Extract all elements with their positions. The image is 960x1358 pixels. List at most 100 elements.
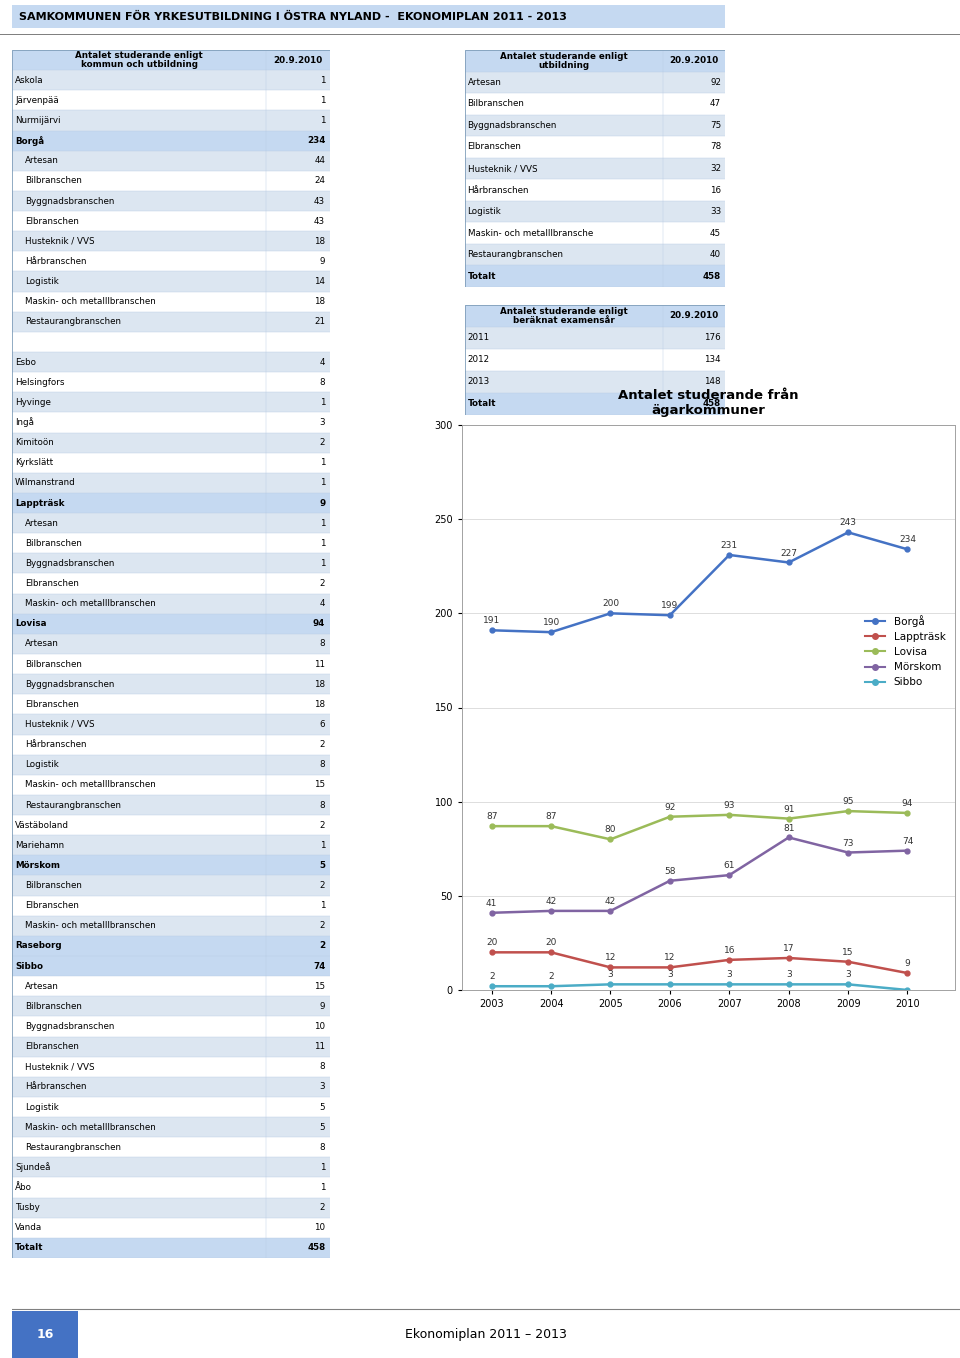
Text: Totalt: Totalt — [15, 1244, 44, 1252]
Text: Nurmijärvi: Nurmijärvi — [15, 115, 60, 125]
Text: 191: 191 — [483, 617, 500, 625]
Text: 2011: 2011 — [468, 334, 490, 342]
Text: Hyvinge: Hyvinge — [15, 398, 51, 407]
Borgå — [605, 606, 616, 622]
Text: 8: 8 — [320, 378, 325, 387]
Bar — [12, 493, 330, 513]
Text: 91: 91 — [783, 805, 795, 813]
Text: Lovisa: Lovisa — [15, 619, 47, 629]
Text: 75: 75 — [709, 121, 721, 130]
Text: Artesan: Artesan — [25, 640, 59, 648]
Text: 8: 8 — [320, 800, 325, 809]
Bar — [12, 956, 330, 976]
Text: 74: 74 — [313, 961, 325, 971]
Bar — [465, 94, 725, 114]
Text: SAMKOMMUNEN FÖR YRKESUTBILDNING I ÖSTRA NYLAND -  EKONOMIPLAN 2011 - 2013: SAMKOMMUNEN FÖR YRKESUTBILDNING I ÖSTRA … — [19, 11, 567, 22]
Text: 5: 5 — [320, 1123, 325, 1131]
Text: Bilbranschen: Bilbranschen — [468, 99, 524, 109]
Text: 1: 1 — [320, 519, 325, 528]
Text: 92: 92 — [664, 803, 676, 812]
Text: 44: 44 — [314, 156, 325, 166]
Text: 11: 11 — [314, 660, 325, 668]
Text: 243: 243 — [840, 519, 856, 527]
Text: 45: 45 — [710, 228, 721, 238]
Bar — [465, 114, 725, 136]
Text: Maskin- och metalllbranschen: Maskin- och metalllbranschen — [25, 297, 156, 306]
Line: Mörskom: Mörskom — [490, 835, 910, 915]
Bar — [12, 1057, 330, 1077]
Text: Bilbranschen: Bilbranschen — [25, 660, 82, 668]
Text: Artesan: Artesan — [468, 77, 501, 87]
Text: Byggnadsbranschen: Byggnadsbranschen — [468, 121, 557, 130]
Text: 43: 43 — [314, 217, 325, 225]
Text: 12: 12 — [605, 953, 616, 963]
Text: 2012: 2012 — [468, 356, 490, 364]
Bar — [12, 1312, 79, 1358]
Text: 9: 9 — [320, 257, 325, 266]
Text: Elbranschen: Elbranschen — [25, 1042, 79, 1051]
Sibbo — [545, 978, 557, 994]
Lappträsk — [664, 959, 676, 975]
Bar — [465, 244, 725, 265]
Text: 3: 3 — [320, 418, 325, 426]
Text: 3: 3 — [845, 971, 851, 979]
Text: 1: 1 — [320, 1183, 325, 1192]
Text: Artesan: Artesan — [25, 156, 59, 166]
Bar — [12, 292, 330, 312]
Lovisa — [605, 831, 616, 847]
Bar — [12, 895, 330, 915]
Bar — [12, 976, 330, 997]
Bar — [12, 655, 330, 674]
Bar — [12, 553, 330, 573]
Bar — [12, 614, 330, 634]
Bar — [12, 1218, 330, 1238]
Text: 93: 93 — [724, 801, 735, 809]
Sibbo — [664, 976, 676, 993]
Bar — [12, 815, 330, 835]
Bar — [12, 794, 330, 815]
Text: 2: 2 — [320, 439, 325, 447]
Mörskom — [545, 903, 557, 919]
Bar — [12, 1157, 330, 1177]
Lovisa — [545, 818, 557, 834]
Text: 80: 80 — [605, 826, 616, 834]
Sibbo — [605, 976, 616, 993]
Bar — [465, 136, 725, 158]
Text: 95: 95 — [842, 797, 853, 807]
Text: Husteknik / VVS: Husteknik / VVS — [25, 720, 94, 729]
Text: Artesan: Artesan — [25, 519, 59, 528]
Text: Husteknik / VVS: Husteknik / VVS — [25, 1062, 94, 1071]
Bar — [465, 349, 725, 371]
Text: 41: 41 — [486, 899, 497, 909]
Text: 2: 2 — [320, 579, 325, 588]
Text: Maskin- och metalllbranschen: Maskin- och metalllbranschen — [25, 599, 156, 608]
Title: Antalet studerande från
ägarkommuner: Antalet studerande från ägarkommuner — [618, 388, 799, 417]
Bar — [12, 755, 330, 775]
Text: 11: 11 — [314, 1042, 325, 1051]
Text: Lappträsk: Lappträsk — [15, 498, 64, 508]
Text: 1: 1 — [320, 559, 325, 568]
Text: 20.9.2010: 20.9.2010 — [669, 311, 718, 320]
Mörskom — [605, 903, 616, 919]
Text: 33: 33 — [709, 206, 721, 216]
Text: 15: 15 — [314, 781, 325, 789]
Text: 458: 458 — [307, 1244, 325, 1252]
Text: Vanda: Vanda — [15, 1224, 42, 1232]
Text: Logistik: Logistik — [468, 206, 501, 216]
Text: Artesan: Artesan — [25, 982, 59, 991]
Text: Elbranschen: Elbranschen — [25, 217, 79, 225]
Text: Bilbranschen: Bilbranschen — [25, 881, 82, 889]
Text: 2: 2 — [320, 820, 325, 830]
Bar — [12, 171, 330, 191]
Text: 1: 1 — [320, 115, 325, 125]
Text: beräknat examensår: beräknat examensår — [513, 316, 614, 326]
Text: 40: 40 — [710, 250, 721, 259]
Borgå — [783, 554, 795, 570]
Text: 199: 199 — [661, 602, 679, 610]
Bar — [12, 1177, 330, 1198]
Bar — [12, 735, 330, 755]
Text: 458: 458 — [703, 399, 721, 409]
Bar — [465, 327, 725, 349]
Bar — [12, 1016, 330, 1036]
Text: 1: 1 — [320, 841, 325, 850]
